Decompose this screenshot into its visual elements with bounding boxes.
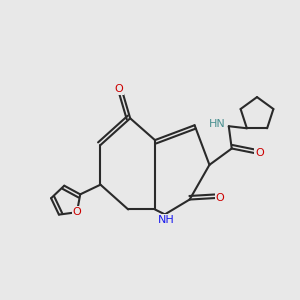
Text: O: O — [216, 193, 225, 203]
Text: HN: HN — [209, 119, 226, 129]
Text: O: O — [255, 148, 264, 158]
Text: O: O — [73, 207, 81, 217]
Text: NH: NH — [158, 215, 175, 225]
Text: O: O — [115, 85, 124, 94]
